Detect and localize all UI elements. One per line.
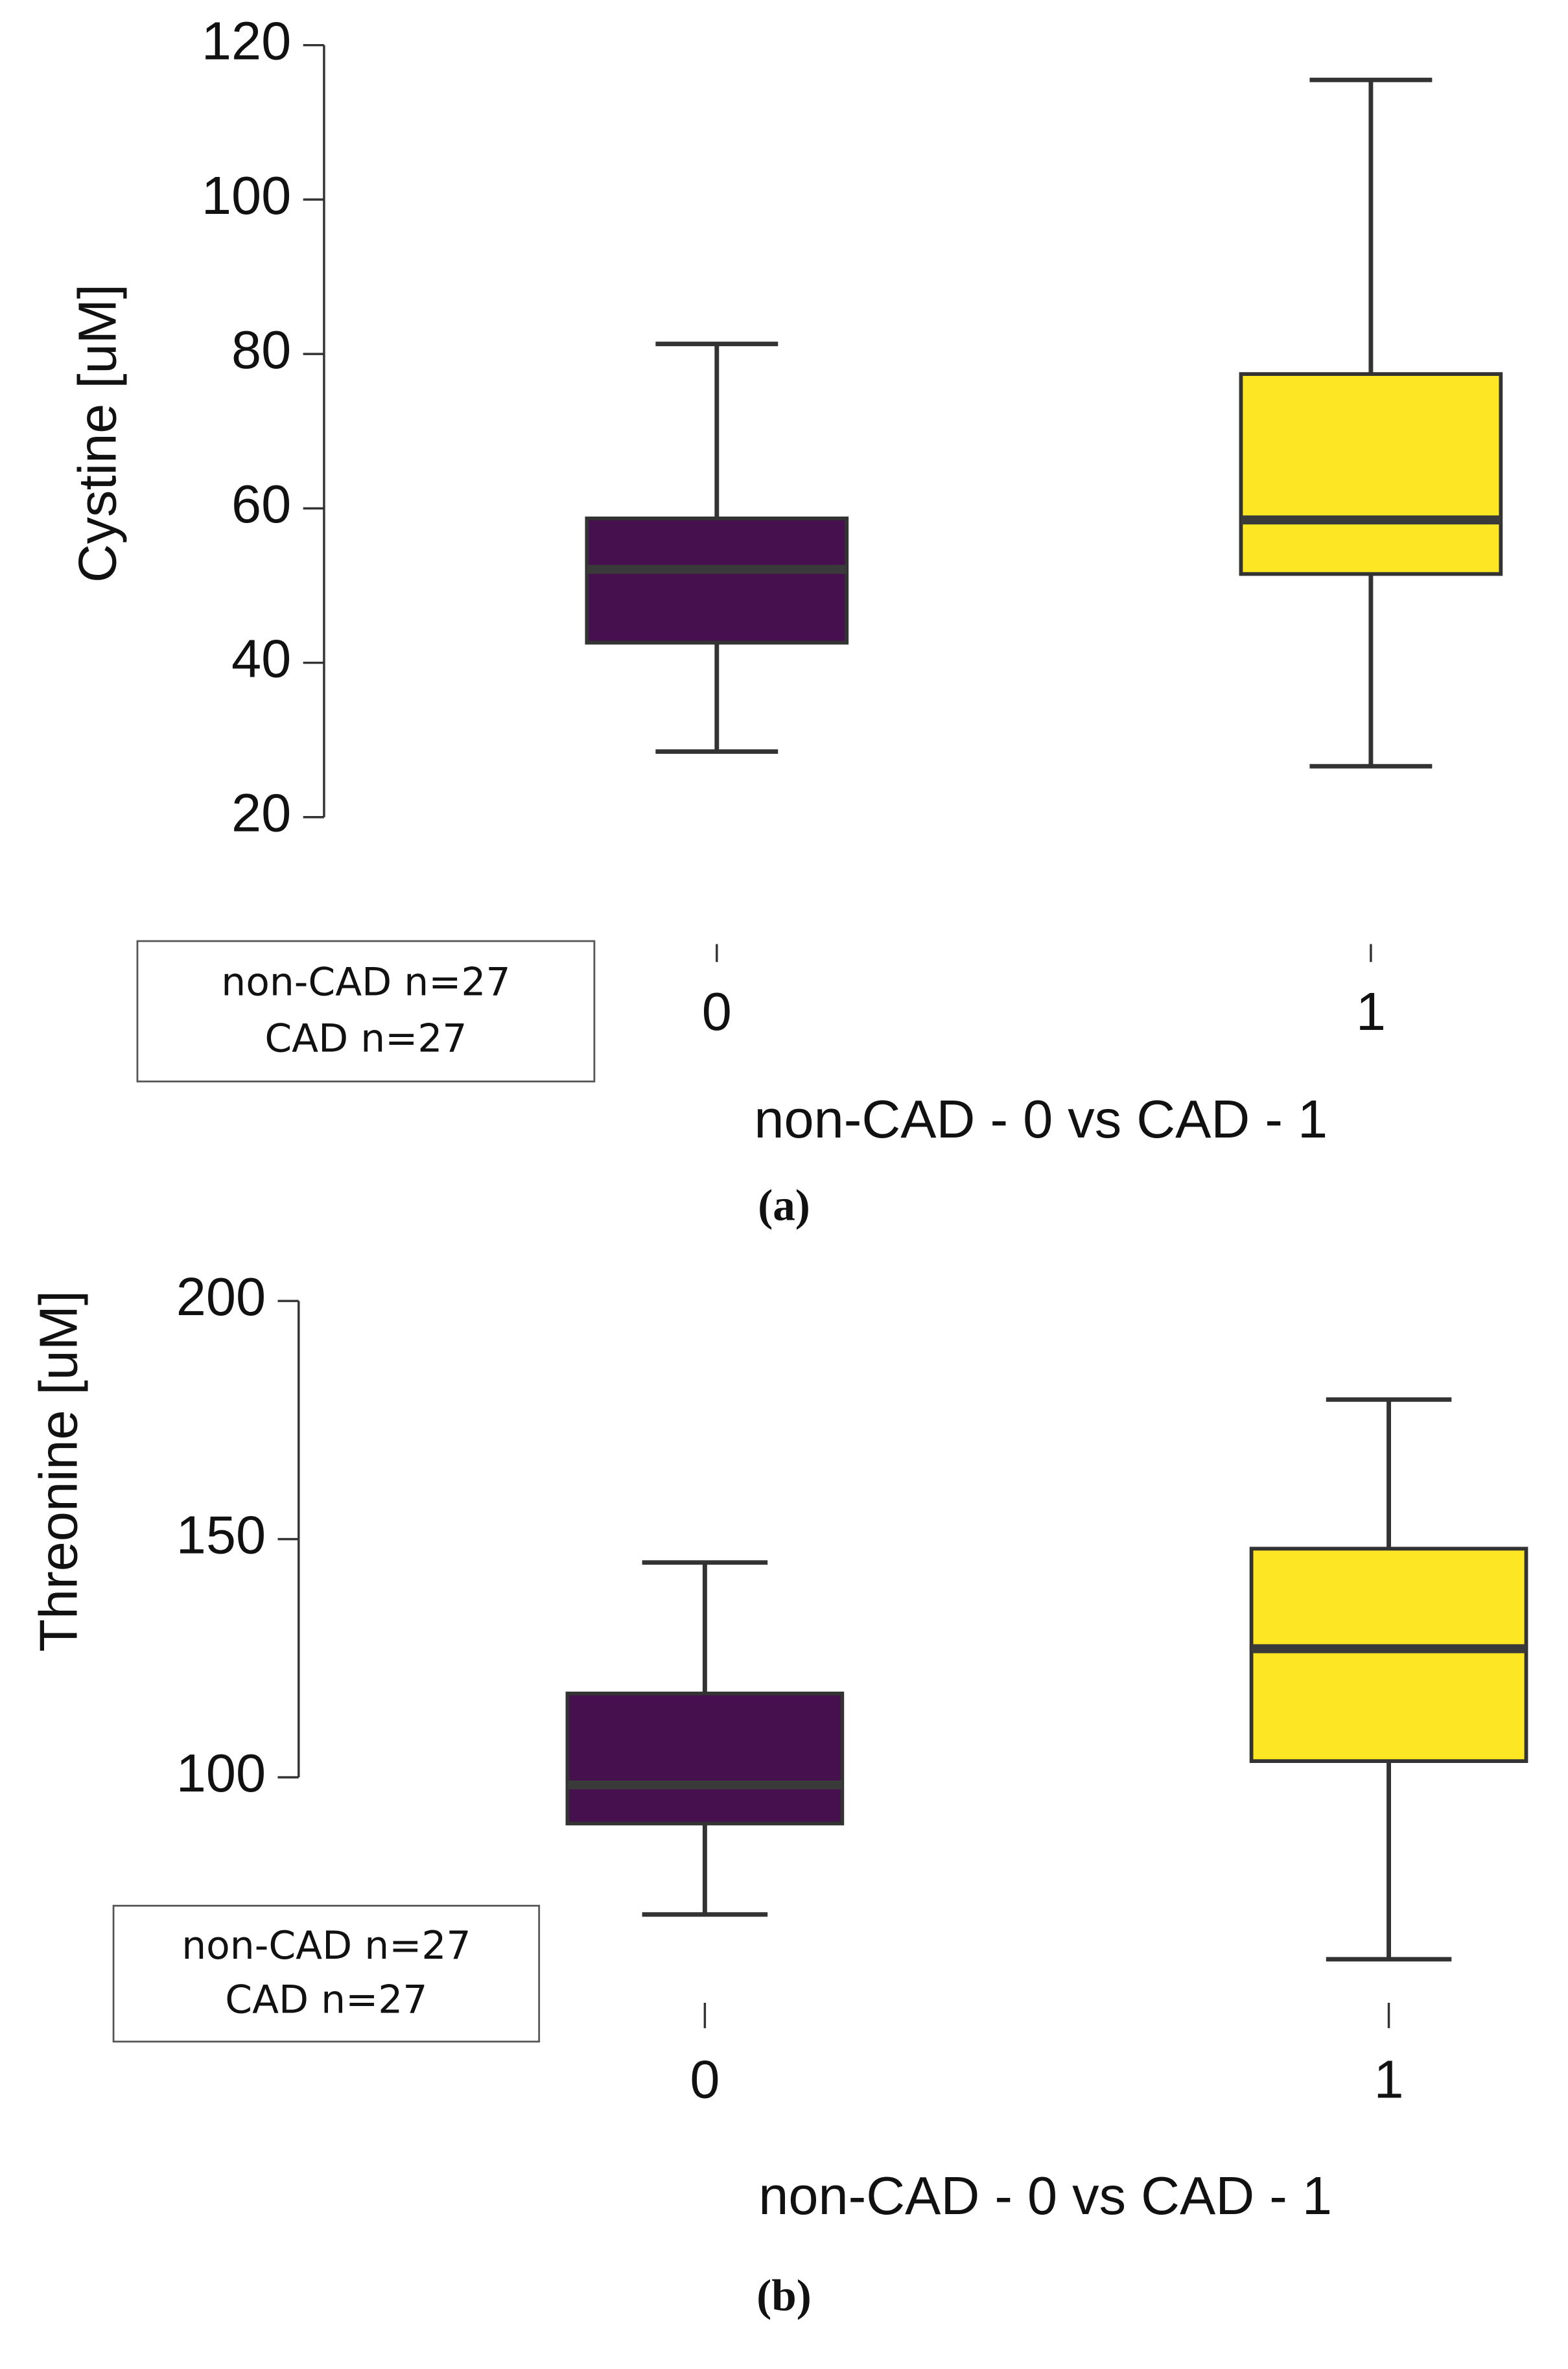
y-axis-label: Cystine [uM] <box>67 284 128 583</box>
box <box>1249 1546 1528 1764</box>
caption: (a) <box>758 1180 810 1230</box>
y-tick-label: 100 <box>202 165 291 226</box>
legend-box <box>136 940 596 1082</box>
y-tick-label: 20 <box>231 783 291 843</box>
y-tick-label: 100 <box>176 1743 266 1803</box>
legend-text: non-CAD n=27 <box>221 960 510 1005</box>
box <box>585 516 849 645</box>
x-tick-label: 0 <box>690 2049 720 2109</box>
legend-text: CAD n=27 <box>225 1978 427 2023</box>
y-tick-label: 200 <box>176 1266 266 1327</box>
x-tick-label: 1 <box>1374 2049 1403 2109</box>
legend-box <box>112 1904 541 2043</box>
y-tick-label: 80 <box>231 320 291 380</box>
legend-text: non-CAD n=27 <box>181 1923 471 1968</box>
y-tick-label: 40 <box>231 628 291 688</box>
x-axis-label: non-CAD - 0 vs CAD - 1 <box>758 2165 1332 2226</box>
x-tick-label: 1 <box>1356 981 1386 1042</box>
y-tick-label: 150 <box>176 1505 266 1565</box>
box <box>565 1691 845 1826</box>
y-tick-label: 120 <box>202 11 291 71</box>
x-tick-label: 0 <box>702 981 732 1042</box>
x-axis-label: non-CAD - 0 vs CAD - 1 <box>754 1089 1328 1149</box>
y-axis-label: Threonine [uM] <box>29 1290 89 1652</box>
y-tick-label: 60 <box>231 474 291 534</box>
legend-text: CAD n=27 <box>264 1016 467 1061</box>
caption: (b) <box>756 2270 811 2320</box>
box <box>1239 372 1503 576</box>
